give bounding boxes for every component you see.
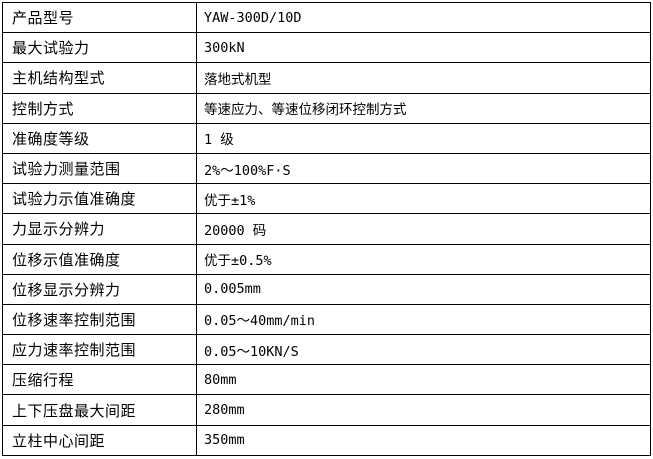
table-row: 位移示值准确度 优于±0.5%: [2, 243, 651, 275]
table-row: 产品型号 YAW-300D/10D: [2, 1, 651, 34]
spec-label: 上下压盘最大间距: [2, 394, 197, 426]
spec-value: 落地式机型: [196, 62, 651, 94]
table-row: 位移速率控制范围 0.05～40mm/min: [2, 303, 651, 336]
spec-label: 力显示分辨力: [2, 213, 197, 245]
table-row: 压缩行程 80mm: [2, 364, 651, 396]
table-row: 应力速率控制范围 0.05～10KN/S: [2, 334, 651, 366]
spec-value: 0.05～40mm/min: [196, 303, 651, 336]
spec-value: 0.005mm: [196, 273, 651, 305]
table-row: 上下压盘最大间距 280mm: [2, 394, 651, 426]
spec-value: 2%～100%F·S: [196, 152, 651, 185]
spec-label: 位移显示分辨力: [2, 273, 197, 305]
spec-label: 主机结构型式: [2, 62, 197, 94]
table-row: 控制方式 等速应力、等速位移闭环控制方式: [2, 92, 651, 124]
spec-label: 位移示值准确度: [2, 243, 197, 275]
spec-label: 最大试验力: [2, 32, 197, 64]
table-row: 最大试验力 300kN: [2, 32, 651, 64]
spec-label: 位移速率控制范围: [2, 303, 197, 336]
spec-label: 压缩行程: [2, 364, 197, 396]
spec-value: 优于±1%: [196, 183, 651, 215]
spec-value: 280mm: [196, 394, 651, 426]
spec-value: 300kN: [196, 32, 651, 64]
table-row: 立柱中心间距 350mm: [2, 424, 651, 457]
table-row: 试验力示值准确度 优于±1%: [2, 183, 651, 215]
spec-label: 产品型号: [2, 1, 197, 34]
spec-value: YAW-300D/10D: [196, 1, 651, 34]
spec-value: 20000 码: [196, 213, 651, 245]
spec-label: 应力速率控制范围: [2, 334, 197, 366]
spec-label: 试验力示值准确度: [2, 183, 197, 215]
spec-label: 控制方式: [2, 92, 197, 124]
spec-value: 等速应力、等速位移闭环控制方式: [196, 92, 651, 124]
spec-value: 0.05～10KN/S: [196, 334, 651, 366]
table-row: 试验力测量范围 2%～100%F·S: [2, 152, 651, 185]
spec-label: 立柱中心间距: [2, 424, 197, 457]
table-row: 主机结构型式 落地式机型: [2, 62, 651, 94]
spec-value: 350mm: [196, 424, 651, 457]
spec-label: 试验力测量范围: [2, 152, 197, 185]
spec-value: 1 级: [196, 122, 651, 154]
spec-value: 优于±0.5%: [196, 243, 651, 275]
table-row: 位移显示分辨力 0.005mm: [2, 273, 651, 305]
table-row: 力显示分辨力 20000 码: [2, 213, 651, 245]
spec-value: 80mm: [196, 364, 651, 396]
spec-label: 准确度等级: [2, 122, 197, 154]
table-row: 准确度等级 1 级: [2, 122, 651, 154]
